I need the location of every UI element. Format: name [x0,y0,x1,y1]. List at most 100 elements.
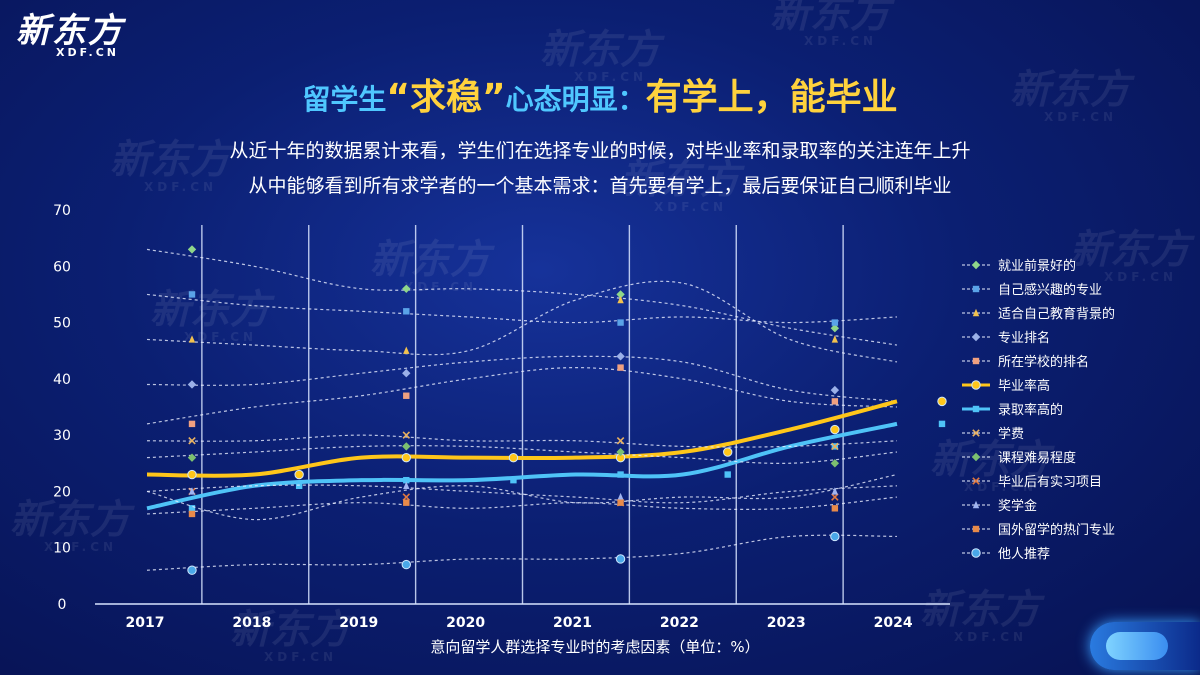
series-line [146,473,898,521]
legend-marker [972,429,980,437]
legend-marker [971,260,981,270]
x-tick-label: 2017 [126,615,165,631]
data-point [615,554,626,564]
logo-subtext: XDF.CN [56,46,119,59]
legend-marker [972,500,980,509]
series-line [146,434,898,448]
data-point [616,447,625,457]
y-tick-label: 30 [53,428,71,444]
data-point [403,346,410,354]
data-point [830,385,840,395]
data-point [402,431,411,439]
data-point [294,469,304,480]
legend-label: 学费 [998,426,1024,442]
subtitle-line-1: 从近十年的数据累计来看，学生们在选择专业的时候，对毕业率和录取率的关注连年上升 [229,140,971,162]
data-point [188,335,196,343]
legend-marker [972,357,980,365]
data-point [617,364,624,371]
data-point [831,487,839,495]
legend-label: 适合自己教育背景的 [998,306,1115,322]
page-title: 留学生“求稳”心态明显：有学上，能毕业 [0,68,1200,120]
data-point [403,499,410,506]
legend-label: 毕业率高 [998,378,1050,394]
data-point [403,476,410,484]
data-point [617,295,624,304]
data-point [187,245,197,254]
x-tick-label: 2019 [339,615,378,631]
y-tick-label: 20 [53,484,71,500]
series-line [146,366,898,425]
legend-marker [971,380,981,390]
data-point [188,505,196,512]
data-point [508,452,519,463]
x-tick-label: 2020 [446,615,485,631]
data-point [616,352,625,361]
data-point [188,437,196,445]
data-point [617,471,624,478]
data-point [830,531,840,542]
legend-marker [971,548,981,558]
legend-marker [971,452,981,462]
legend-marker [972,477,980,485]
x-tick-label: 2021 [553,615,592,631]
data-point [617,492,624,501]
title-part2: “求稳” [386,77,506,118]
y-tick-label: 70 [53,203,71,219]
data-point [831,319,839,326]
data-point [831,398,839,405]
data-point [831,335,839,343]
data-point [617,319,624,326]
x-tick-label: 2023 [767,615,806,631]
data-point [188,291,196,298]
subtitle-line-2: 从中能够看到所有求学者的一个基本需求：首先要有学上，最后要保证自己顺利毕业 [248,175,952,197]
data-point [831,505,839,512]
legend-label: 毕业后有实习项目 [998,475,1102,490]
x-axis-title: 意向留学人群选择专业时的考虑因素（单位：%） [430,638,759,656]
series-line [146,484,898,504]
legend-label: 课程难易程度 [998,450,1076,466]
data-point [187,565,197,575]
title-part1: 留学生 [302,83,387,116]
x-tick-label: 2022 [660,615,699,631]
series-line [146,248,898,346]
data-point [188,510,196,518]
series-line [146,280,898,363]
data-point [510,476,517,484]
data-point [187,469,197,480]
y-tick-label: 0 [58,597,67,613]
legend-label: 就业前景好的 [998,258,1076,274]
data-point [188,420,196,428]
legend-label: 他人推荐 [998,547,1050,562]
series-line [146,355,898,402]
series-line [146,445,898,465]
xdf-logo: 新东方 XDF.CN [16,12,124,59]
data-point [187,453,197,462]
y-tick-label: 10 [53,541,71,557]
data-point [403,481,410,489]
legend-label: 专业排名 [998,330,1050,346]
title-part4: 有学上，能毕业 [645,77,898,118]
data-point [402,493,411,501]
y-tick-label: 40 [53,372,71,388]
data-point [831,493,839,501]
legend-label: 奖学金 [998,498,1037,514]
legend-label: 国外留学的热门专业 [998,522,1115,538]
data-point [187,380,197,389]
series-line [146,293,898,324]
legend-marker [971,332,981,342]
logo-text: 新东方 [16,11,124,51]
series-line [146,496,898,515]
data-point [401,559,411,570]
series-line [146,421,898,511]
y-tick-label: 60 [53,259,71,275]
data-point [403,308,410,315]
legend-label: 录取率高的 [998,402,1063,418]
data-point [830,324,840,333]
legend-marker [972,308,980,317]
legend-marker [972,525,980,533]
data-point [830,424,840,435]
data-point [616,290,625,299]
legend-label: 所在学校的排名 [998,354,1089,370]
legend-marker [972,285,980,293]
